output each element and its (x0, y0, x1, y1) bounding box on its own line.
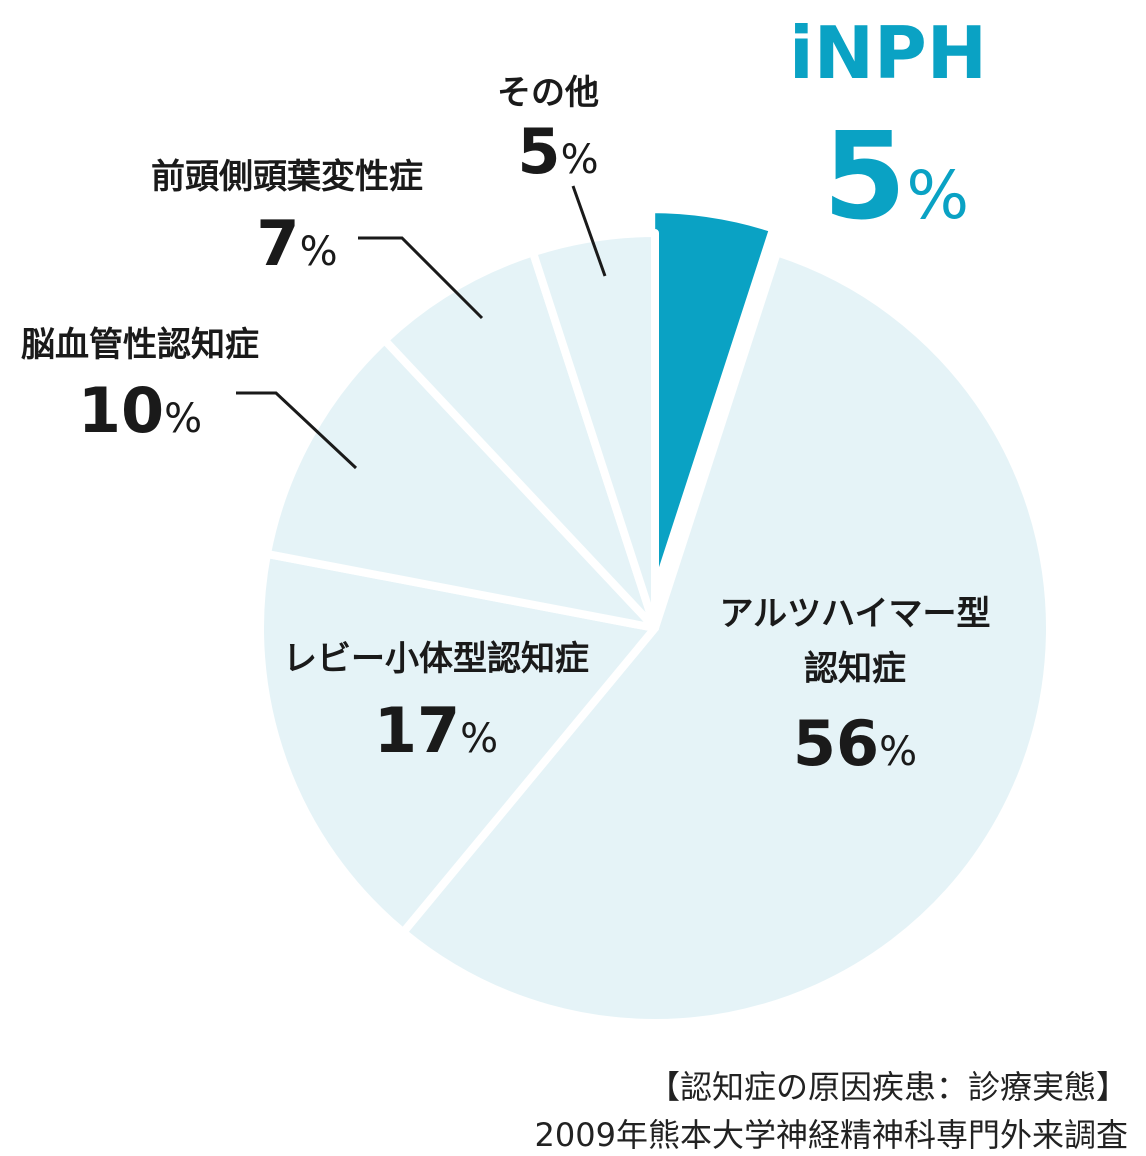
slice-vascular (262, 336, 659, 632)
label-inph-unit: % (906, 157, 969, 234)
label-ftld-value: 7 (256, 207, 299, 280)
label-other-name: その他 (497, 73, 599, 113)
slice-lewy (256, 549, 659, 937)
source-title: 【認知症の原因疾患：診療実態】 (648, 1068, 1128, 1106)
label-alzheimer-value: 56 (793, 707, 879, 780)
leader-line-other (571, 185, 607, 277)
pie-slices (256, 205, 1054, 1027)
label-ftld-unit: % (300, 229, 338, 275)
label-alzheimer-percent: 56% (793, 707, 917, 780)
leader-lines (236, 185, 607, 470)
label-inph-percent: 5% (823, 108, 969, 247)
source-detail: 2009年熊本大学神経精神科専門外来調査 (535, 1116, 1128, 1154)
label-other-unit: % (561, 137, 599, 183)
label-ftld-percent: 7% (256, 207, 337, 280)
label-lewy-value: 17 (374, 694, 460, 767)
slice-inph (647, 205, 778, 609)
label-lewy-name: レビー小体型認知症 (283, 639, 589, 679)
leader-line-ftld (358, 236, 484, 320)
label-other-percent: 5% (517, 115, 598, 188)
label-vascular-value: 10 (78, 374, 164, 447)
leader-line-vascular (236, 391, 358, 470)
label-lewy-unit: % (460, 716, 498, 762)
label-alzheimer-line1: アルツハイマー型 (720, 594, 991, 634)
label-vascular-unit: % (164, 396, 202, 442)
label-vascular-percent: 10% (78, 374, 202, 447)
label-alzheimer-line2: 認知症 (804, 649, 906, 689)
label-ftld-name: 前頭側頭葉変性症 (151, 157, 423, 197)
label-other-value: 5 (517, 115, 560, 188)
label-alzheimer-unit: % (879, 729, 917, 775)
label-inph-value: 5 (823, 108, 907, 247)
label-inph-name: iNPH (789, 11, 987, 95)
label-vascular-name: 脳血管性認知症 (21, 325, 259, 365)
slice-other (528, 229, 659, 632)
label-lewy-percent: 17% (374, 694, 498, 767)
slice-alzheimer (399, 248, 1054, 1027)
